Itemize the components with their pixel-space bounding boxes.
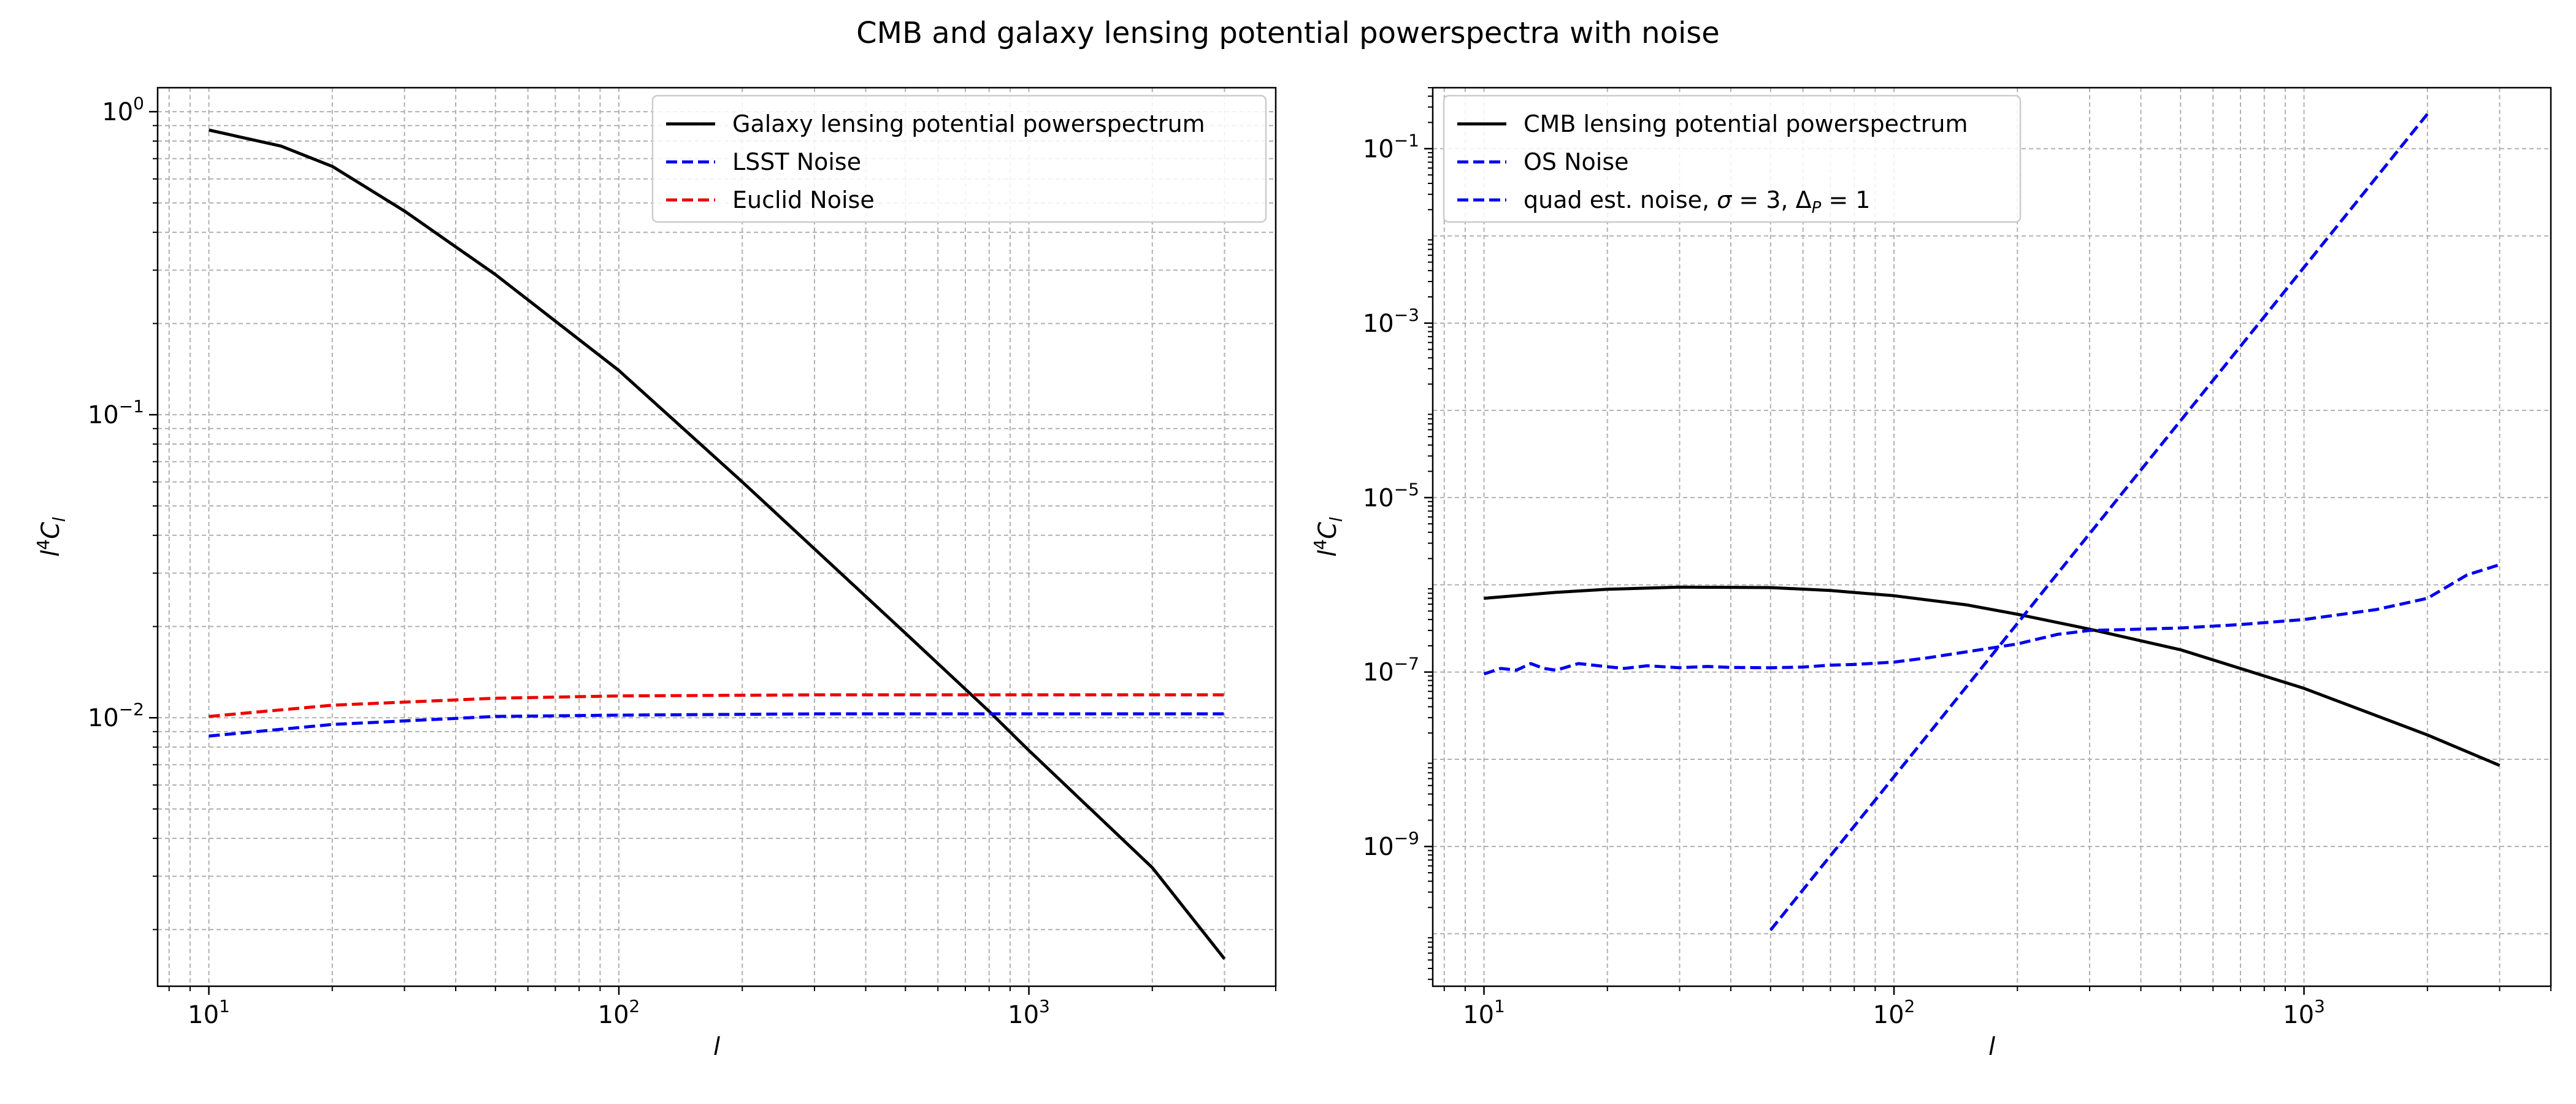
- y-tick-label: 10−5: [1363, 479, 1419, 512]
- legend-box: [1443, 94, 2022, 223]
- series-line-0: [208, 128, 1226, 960]
- series-group: [208, 128, 1226, 960]
- y-axis-label: l4Cl: [1310, 517, 1346, 557]
- y-tick-label: 10−1: [1363, 130, 1419, 163]
- x-tick-label: 103: [1008, 996, 1050, 1029]
- x-axis-label: l: [1988, 1033, 1995, 1061]
- series-group: [1483, 113, 2501, 932]
- y-axis-label: l4Cl: [33, 517, 69, 557]
- legend-entry: Galaxy lensing potential powerspectrum: [732, 110, 1205, 137]
- x-tick-label: 102: [1873, 996, 1915, 1029]
- y-tick-label: 10−1: [88, 396, 144, 429]
- axes-frame: [156, 86, 1277, 987]
- left-chart-galaxy-lensing: 101 102 103 10−2 10−1 100 l l4Cl Galaxy lensing …: [33, 86, 1277, 1061]
- x-axis-label: l: [713, 1033, 720, 1061]
- x-tick-label: 101: [1463, 996, 1505, 1029]
- x-tick-label: 101: [188, 996, 230, 1029]
- series-line-2: [1483, 563, 2501, 676]
- legend-entry: OS Noise: [1524, 148, 1629, 175]
- ticks: [1424, 87, 2551, 995]
- y-tick-label: 100: [102, 93, 144, 126]
- legend: CMB lensing potential powerspectrum OS No…: [1443, 94, 2022, 223]
- y-tick-label: 10−2: [88, 699, 144, 732]
- legend-entry: LSST Noise: [732, 148, 861, 175]
- axes-frame: [1432, 86, 2552, 987]
- y-tick-label: 10−9: [1363, 828, 1419, 861]
- ticks: [149, 110, 1276, 995]
- legend-entry: CMB lensing potential powerspectrum: [1524, 110, 1968, 137]
- series-line-0: [1484, 585, 2501, 767]
- legend: Galaxy lensing potential powerspectrum LS…: [651, 94, 1267, 223]
- legend-box: [651, 94, 1267, 223]
- y-tick-label: 10−7: [1363, 654, 1419, 687]
- x-tick-label: 102: [598, 996, 640, 1029]
- x-tick-label: 103: [2283, 996, 2325, 1029]
- legend-entry: Euclid Noise: [732, 186, 875, 213]
- series-line-1: [209, 712, 1225, 738]
- legend-entry: quad est. noise, σ = 3, ΔP = 1: [1524, 186, 1870, 217]
- series-line-2: [209, 693, 1225, 718]
- right-chart-cmb-lensing: 101 102 103 10−9 10−7 10−5 10−3 10−1 l l4Cl CMB le…: [1310, 86, 2552, 1061]
- grid: [158, 88, 1276, 986]
- figure-title: CMB and galaxy lensing potential powersp…: [856, 16, 1720, 50]
- y-tick-label: 10−3: [1363, 305, 1419, 338]
